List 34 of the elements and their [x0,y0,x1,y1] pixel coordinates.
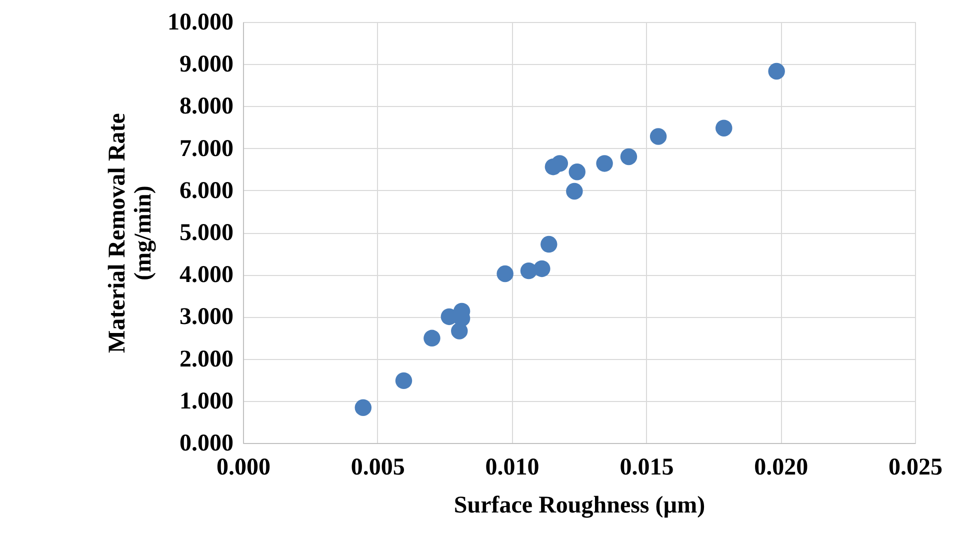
point [395,372,412,390]
y-tick-label: 4.000 [180,262,234,288]
y-tick-label: 7.000 [180,136,234,162]
y-tick-label: 10.000 [168,10,234,36]
point [354,399,372,416]
point [596,155,613,172]
y-axis-title: Material Removal Rate (mg/min) [104,112,156,353]
point [451,322,468,340]
point [424,330,440,347]
y-tick-label: 3.000 [180,304,234,330]
point [534,260,550,278]
point [768,62,785,80]
y-tick-label: 9.000 [180,52,234,78]
point [496,265,514,282]
x-tick-label: 0.020 [754,454,808,480]
y-tick-label: 6.000 [180,178,234,204]
point [566,182,583,200]
point [568,164,586,180]
y-tick-label: 1.000 [180,388,234,414]
point [716,120,732,136]
x-tick-label: 0.025 [888,454,942,480]
point [551,155,568,172]
x-tick-label: 0.015 [620,454,674,480]
point [620,148,638,166]
y-tick-label: 5.000 [180,220,234,246]
x-axis-title: Surface Roughness (µm) [454,492,706,518]
point [650,128,667,145]
x-tick-label: 0.005 [350,454,405,480]
y-tick-label: 8.000 [180,94,234,120]
x-tick-label: 0.000 [216,454,270,480]
y-tick-label: 0.000 [180,430,234,456]
point [540,236,558,253]
x-tick-label: 0.010 [485,454,540,480]
y-tick-label: 2.000 [180,346,234,372]
